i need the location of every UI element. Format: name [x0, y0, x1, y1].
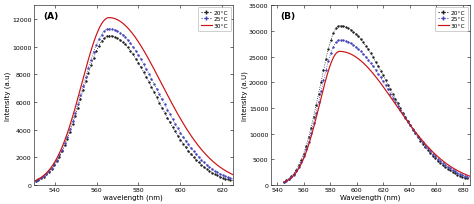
30°C	[68, 122, 73, 125]
20°C	[328, 38, 334, 40]
25°C	[337, 40, 342, 42]
Y-axis label: Intensity (a.U): Intensity (a.U)	[241, 71, 247, 120]
25°C	[149, 80, 155, 82]
Line: 30°C: 30°C	[36, 19, 233, 181]
20°C	[337, 25, 342, 28]
25°C	[68, 126, 73, 129]
20°C	[68, 129, 73, 131]
25°C	[230, 178, 236, 180]
25°C	[314, 109, 319, 112]
20°C	[33, 180, 38, 182]
25°C	[421, 143, 427, 145]
20°C	[106, 35, 112, 38]
30°C	[421, 142, 427, 144]
Text: (A): (A)	[44, 11, 59, 20]
20°C	[122, 44, 128, 47]
20°C	[391, 95, 396, 97]
30°C	[405, 122, 411, 124]
Legend: 20°C, 25°C, 30°C: 20°C, 25°C, 30°C	[435, 8, 468, 32]
30°C	[467, 175, 473, 177]
X-axis label: wavelength (nm): wavelength (nm)	[103, 193, 163, 200]
Line: 30°C: 30°C	[284, 52, 470, 182]
30°C	[106, 17, 112, 20]
20°C	[149, 88, 155, 90]
20°C	[230, 180, 236, 182]
30°C	[314, 115, 319, 118]
25°C	[83, 74, 89, 76]
30°C	[391, 101, 396, 103]
30°C	[337, 51, 342, 53]
25°C	[106, 28, 112, 31]
20°C	[421, 145, 427, 147]
20°C	[467, 178, 473, 181]
30°C	[230, 173, 236, 176]
Text: (B): (B)	[281, 11, 296, 20]
30°C	[33, 179, 38, 182]
25°C	[328, 51, 334, 53]
25°C	[405, 121, 411, 124]
20°C	[83, 79, 89, 81]
20°C	[281, 181, 287, 183]
Line: 25°C: 25°C	[35, 29, 234, 182]
25°C	[165, 109, 171, 112]
25°C	[33, 180, 38, 182]
25°C	[365, 59, 371, 62]
30°C	[182, 124, 187, 127]
20°C	[314, 102, 319, 104]
20°C	[365, 49, 371, 51]
25°C	[391, 98, 396, 100]
30°C	[122, 25, 128, 27]
Line: 25°C: 25°C	[283, 40, 470, 183]
Line: 20°C: 20°C	[283, 26, 470, 183]
Legend: 20°C, 25°C, 30°C: 20°C, 25°C, 30°C	[198, 8, 231, 32]
20°C	[165, 117, 171, 120]
25°C	[122, 37, 128, 39]
30°C	[281, 181, 287, 184]
30°C	[328, 61, 334, 64]
30°C	[149, 65, 155, 68]
20°C	[405, 121, 411, 123]
Y-axis label: Intensity (a.u): Intensity (a.u)	[4, 71, 11, 120]
Line: 20°C: 20°C	[35, 35, 234, 182]
20°C	[182, 145, 187, 147]
X-axis label: Wavelength (nm): Wavelength (nm)	[340, 193, 400, 200]
30°C	[365, 67, 371, 70]
25°C	[467, 177, 473, 179]
30°C	[165, 94, 171, 97]
30°C	[83, 66, 89, 69]
25°C	[182, 138, 187, 140]
25°C	[281, 181, 287, 183]
